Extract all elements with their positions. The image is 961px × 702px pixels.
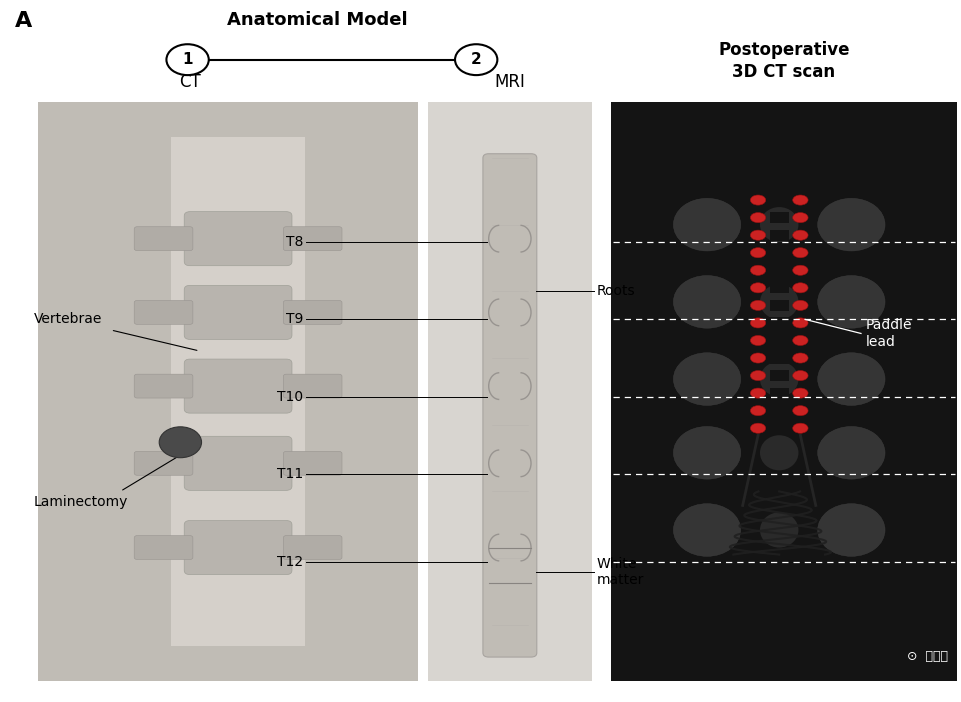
Ellipse shape <box>750 406 765 416</box>
Bar <box>173 441 188 456</box>
Ellipse shape <box>759 362 798 397</box>
Ellipse shape <box>817 352 884 405</box>
Ellipse shape <box>673 427 740 479</box>
FancyBboxPatch shape <box>185 285 292 339</box>
Bar <box>769 405 788 416</box>
Text: 2: 2 <box>470 52 481 67</box>
Ellipse shape <box>750 265 765 275</box>
FancyBboxPatch shape <box>185 212 292 265</box>
Bar <box>769 212 788 223</box>
Ellipse shape <box>759 512 798 548</box>
Ellipse shape <box>792 318 807 328</box>
Text: Postoperative
3D CT scan: Postoperative 3D CT scan <box>718 41 849 81</box>
FancyBboxPatch shape <box>283 451 341 475</box>
Bar <box>610 102 956 681</box>
Circle shape <box>159 427 201 458</box>
Text: Vertebrae: Vertebrae <box>34 312 102 326</box>
Bar <box>769 388 788 399</box>
Ellipse shape <box>750 283 765 293</box>
FancyBboxPatch shape <box>283 227 341 251</box>
FancyBboxPatch shape <box>283 300 341 324</box>
Ellipse shape <box>792 248 807 258</box>
Text: White
matter: White matter <box>596 557 643 588</box>
FancyBboxPatch shape <box>134 227 192 251</box>
Ellipse shape <box>792 406 807 416</box>
Text: T10: T10 <box>277 390 303 404</box>
Ellipse shape <box>750 371 765 380</box>
Text: T9: T9 <box>285 312 303 326</box>
Text: T12: T12 <box>277 555 303 569</box>
FancyBboxPatch shape <box>283 536 341 559</box>
Ellipse shape <box>673 275 740 329</box>
Bar <box>769 247 788 258</box>
Bar <box>769 300 788 311</box>
Text: Anatomical Model: Anatomical Model <box>227 11 407 29</box>
Bar <box>170 137 305 646</box>
Text: A: A <box>14 11 32 30</box>
FancyBboxPatch shape <box>134 374 192 398</box>
Bar <box>769 282 788 293</box>
Ellipse shape <box>792 230 807 240</box>
Ellipse shape <box>673 198 740 251</box>
Ellipse shape <box>792 371 807 380</box>
Text: 1: 1 <box>183 52 192 67</box>
Ellipse shape <box>759 284 798 319</box>
Ellipse shape <box>750 213 765 223</box>
Ellipse shape <box>817 427 884 479</box>
Ellipse shape <box>792 283 807 293</box>
Text: MRI: MRI <box>494 73 525 91</box>
Bar <box>769 423 788 434</box>
FancyBboxPatch shape <box>134 300 192 324</box>
Ellipse shape <box>792 336 807 345</box>
Text: ⊙  量子位: ⊙ 量子位 <box>905 650 947 663</box>
Text: CT: CT <box>179 73 201 91</box>
Ellipse shape <box>817 275 884 329</box>
Ellipse shape <box>673 352 740 405</box>
Ellipse shape <box>792 300 807 310</box>
Text: Paddle
lead: Paddle lead <box>865 318 911 349</box>
Ellipse shape <box>817 198 884 251</box>
Bar <box>769 335 788 346</box>
Text: T8: T8 <box>285 235 303 249</box>
Ellipse shape <box>750 423 765 433</box>
Circle shape <box>166 44 209 75</box>
FancyBboxPatch shape <box>185 436 292 490</box>
Ellipse shape <box>792 353 807 363</box>
Ellipse shape <box>817 504 884 556</box>
Ellipse shape <box>792 213 807 223</box>
Ellipse shape <box>792 423 807 433</box>
Text: Laminectomy: Laminectomy <box>34 495 128 509</box>
Ellipse shape <box>792 195 807 205</box>
FancyBboxPatch shape <box>482 154 536 657</box>
Bar <box>769 194 788 206</box>
Ellipse shape <box>750 336 765 345</box>
FancyBboxPatch shape <box>134 536 192 559</box>
Bar <box>38 102 418 681</box>
Ellipse shape <box>750 353 765 363</box>
Bar <box>769 230 788 241</box>
Text: T11: T11 <box>277 467 303 481</box>
Ellipse shape <box>750 318 765 328</box>
Ellipse shape <box>759 207 798 242</box>
Ellipse shape <box>792 265 807 275</box>
Ellipse shape <box>792 388 807 398</box>
Ellipse shape <box>750 195 765 205</box>
Text: Roots: Roots <box>596 284 634 298</box>
FancyBboxPatch shape <box>185 359 292 413</box>
Ellipse shape <box>750 300 765 310</box>
Bar <box>769 317 788 329</box>
Ellipse shape <box>750 388 765 398</box>
Circle shape <box>455 44 497 75</box>
FancyBboxPatch shape <box>283 374 341 398</box>
Ellipse shape <box>750 248 765 258</box>
Bar <box>428 102 591 681</box>
FancyBboxPatch shape <box>185 521 292 574</box>
FancyBboxPatch shape <box>134 451 192 475</box>
Ellipse shape <box>759 435 798 470</box>
Ellipse shape <box>750 230 765 240</box>
Ellipse shape <box>673 504 740 556</box>
Bar <box>769 352 788 364</box>
Bar <box>769 265 788 276</box>
Bar <box>769 370 788 381</box>
